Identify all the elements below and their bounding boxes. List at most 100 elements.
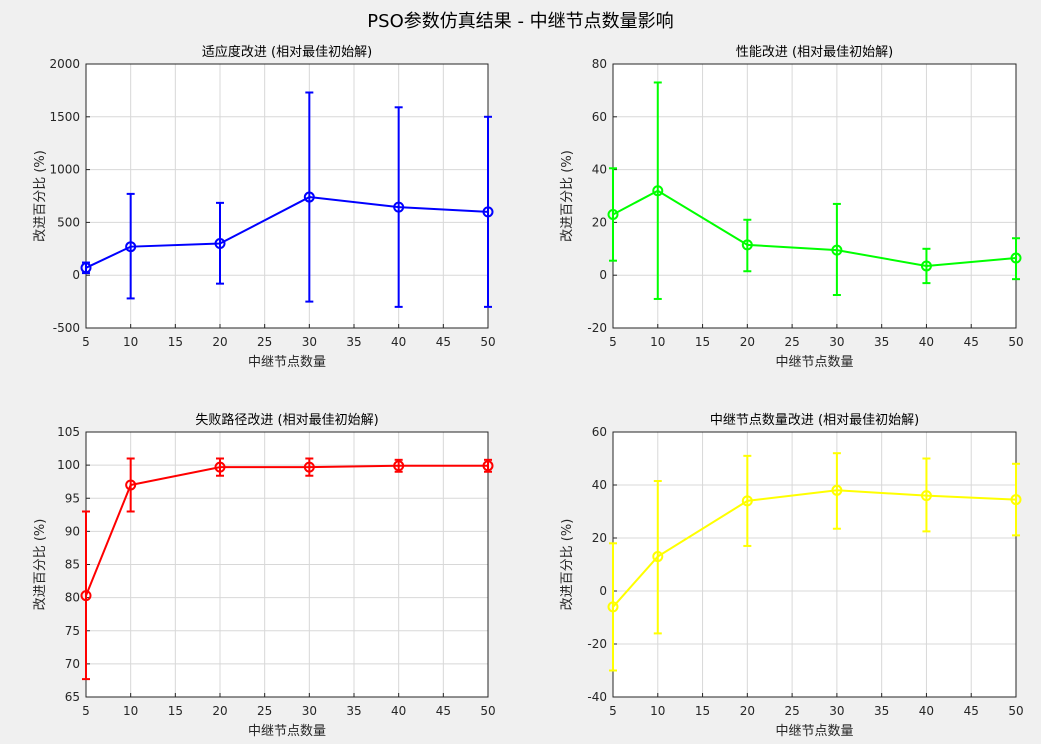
subplot-performance: 性能改进 (相对最佳初始解) 中继节点数量 改进百分比 (%) 5 10 15 20 2…: [560, 45, 1024, 370]
figure-title: PSO参数仿真结果 - 中继节点数量影响: [367, 11, 673, 32]
data-point: [214, 461, 226, 473]
data-point: [920, 490, 932, 502]
y-tick-label: 40: [592, 163, 607, 177]
x-tick-label: 35: [346, 335, 361, 349]
y-tick-label: 60: [592, 425, 607, 439]
x-tick-label: 35: [346, 704, 361, 718]
x-tick-label: 20: [212, 704, 227, 718]
y-tick-label: 1000: [49, 163, 80, 177]
subplot-fitness: 适应度改进 (相对最佳初始解) 中继节点数量 改进百分比 (%) 5 10 15 20…: [33, 44, 496, 370]
data-point: [482, 460, 494, 472]
data-point: [607, 601, 619, 613]
x-tick-label: 20: [740, 704, 755, 718]
y-tick-label: 2000: [49, 57, 80, 71]
data-point: [214, 238, 226, 250]
x-tick-label: 10: [650, 335, 665, 349]
y-tick-label: 70: [65, 657, 80, 671]
x-tick-label: 20: [740, 335, 755, 349]
subplot-title: 中继节点数量改进 (相对最佳初始解): [710, 413, 919, 428]
x-tick-label: 35: [874, 335, 889, 349]
data-point: [1010, 252, 1022, 264]
y-tick-label: -500: [53, 321, 80, 335]
data-point: [1010, 494, 1022, 506]
y-axis-label: 改进百分比 (%): [33, 150, 48, 242]
x-tick-label: 10: [650, 704, 665, 718]
y-tick-label: 40: [592, 478, 607, 492]
x-tick-label: 45: [964, 335, 979, 349]
series-line: [612, 489, 1017, 608]
data-point: [741, 239, 753, 251]
series-line: [85, 464, 488, 597]
x-tick-label: 10: [123, 704, 138, 718]
y-axis-label: 改进百分比 (%): [560, 150, 575, 242]
data-point: [741, 495, 753, 507]
data-point: [393, 460, 405, 472]
y-tick-label: 95: [65, 491, 80, 505]
y-tick-label: 0: [599, 268, 607, 282]
x-tick-label: 50: [1008, 335, 1023, 349]
y-tick-label: 20: [592, 215, 607, 229]
data-point: [482, 206, 494, 218]
y-tick-label: 60: [592, 110, 607, 124]
y-tick-label: 80: [592, 57, 607, 71]
subplot-relay-count: 中继节点数量改进 (相对最佳初始解) 中继节点数量 改进百分比 (%) 5 10 1…: [560, 413, 1024, 739]
y-axis-label: 改进百分比 (%): [560, 519, 575, 611]
x-tick-label: 45: [436, 335, 451, 349]
y-tick-label: 105: [57, 425, 80, 439]
x-tick-label: 30: [302, 704, 317, 718]
series-line: [612, 189, 1017, 267]
x-tick-label: 30: [829, 704, 844, 718]
x-tick-label: 25: [784, 704, 799, 718]
y-tick-label: -20: [587, 637, 607, 651]
y-tick-label: 85: [65, 558, 80, 572]
y-tick-label: 100: [57, 458, 80, 472]
y-tick-label: 80: [65, 591, 80, 605]
x-tick-label: 30: [829, 335, 844, 349]
x-tick-label: 15: [695, 704, 710, 718]
y-tick-label: 1500: [49, 110, 80, 124]
y-tick-label: 500: [57, 215, 80, 229]
x-tick-label: 30: [302, 335, 317, 349]
data-point: [607, 208, 619, 220]
x-tick-label: 5: [82, 704, 90, 718]
data-point: [303, 191, 315, 203]
plot-area: [612, 431, 1017, 698]
data-point: [831, 484, 843, 496]
x-tick-label: 5: [609, 704, 617, 718]
x-tick-label: 40: [391, 335, 406, 349]
x-tick-label: 5: [609, 335, 617, 349]
x-axis-label: 中继节点数量: [248, 355, 326, 370]
subplot-title: 失败路径改进 (相对最佳初始解): [195, 412, 378, 428]
x-tick-label: 45: [964, 704, 979, 718]
grid: [612, 431, 1017, 698]
y-tick-label: 0: [72, 268, 80, 282]
x-tick-label: 50: [1008, 704, 1023, 718]
y-axis-label: 改进百分比 (%): [33, 519, 48, 611]
plot-area: [612, 63, 1017, 329]
y-tick-label: -20: [587, 321, 607, 335]
subplot-title: 适应度改进 (相对最佳初始解): [202, 44, 372, 60]
data-point: [303, 461, 315, 473]
plot-area: [85, 63, 489, 329]
y-tick-label: 90: [65, 524, 80, 538]
x-tick-label: 50: [480, 704, 495, 718]
data-point: [652, 185, 664, 197]
subplot-title: 性能改进 (相对最佳初始解): [736, 45, 893, 60]
data-point: [393, 201, 405, 213]
data-point: [125, 479, 137, 491]
x-tick-label: 40: [919, 704, 934, 718]
data-point: [920, 260, 932, 272]
data-point: [80, 262, 92, 274]
x-tick-label: 10: [123, 335, 138, 349]
x-tick-label: 25: [784, 335, 799, 349]
x-tick-label: 50: [480, 335, 495, 349]
data-point: [80, 590, 92, 602]
x-tick-label: 45: [436, 704, 451, 718]
x-axis-label: 中继节点数量: [248, 724, 326, 739]
x-tick-label: 20: [212, 335, 227, 349]
y-tick-label: 0: [599, 584, 607, 598]
subplot-failed-paths: 失败路径改进 (相对最佳初始解) 中继节点数量 改进百分比 (%) 5 10 15 2…: [33, 412, 496, 739]
data-point: [652, 551, 664, 563]
x-tick-label: 25: [257, 335, 272, 349]
